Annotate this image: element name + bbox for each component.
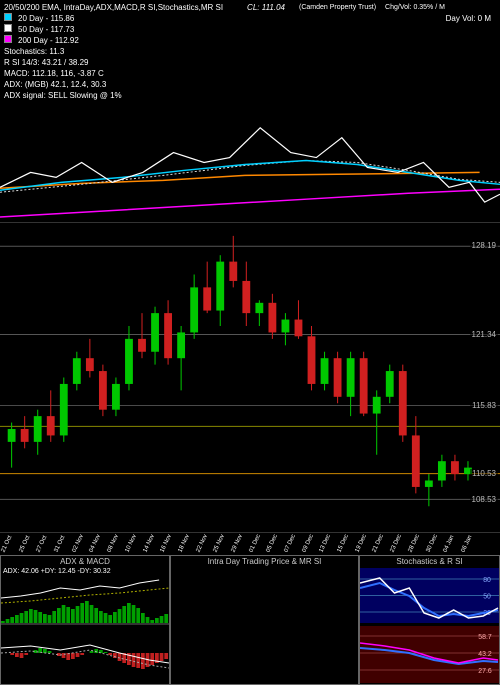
date-tick: 07 Dec [283,535,296,554]
adx-macd-panel[interactable]: ADX & MACD ADX: 42.06 +DY: 12.45 -DY: 30… [0,555,170,685]
date-tick: 18 Nov [177,535,190,554]
date-tick: 30 Dec [425,535,438,554]
ma20-swatch [4,13,12,21]
day-volume: Day Vol: 0 M [446,13,491,24]
date-tick: 25 Oct [18,535,31,554]
stochastics-rsi-panel[interactable]: Stochastics & R SI 80502058.743.227.6 [359,555,500,685]
main-candlestick-panel[interactable]: 128.19 121.34 115.83 110.53 108.53 [0,223,500,533]
adx-values-text: ADX: 42.06 +DY: 12.45 -DY: 30.32 [3,568,111,575]
date-tick: 25 Nov [213,535,226,554]
date-tick: 09 Dec [301,535,314,554]
date-tick: 21 Dec [372,535,385,554]
adx-label: ADX: (MGB) 42.1, 12.4, 30.3 [4,79,496,90]
date-tick: 06 Jan [460,535,473,554]
company-name: (Camden Property Trust) [299,2,376,13]
intraday-title: Intra Day Trading Price & MR SI [171,556,358,567]
date-tick: 29 Nov [230,535,243,554]
date-tick: 05 Dec [266,535,279,554]
stochastics-label: Stochastics: 11.3 [4,46,496,57]
intraday-panel[interactable]: Intra Day Trading Price & MR SI [170,555,359,685]
date-tick: 02 Nov [71,535,84,554]
price-level-label: 110.53 [470,469,498,478]
ma200-swatch [4,35,12,43]
price-level-label: 108.53 [470,495,498,504]
date-tick: 04 Nov [89,535,102,554]
ma50-swatch [4,24,12,32]
stoch-title: Stochastics & R SI [360,556,499,567]
adx-macd-title: ADX & MACD [1,556,169,567]
date-tick: 19 Dec [354,535,367,554]
bottom-panels-row: ADX & MACD ADX: 42.06 +DY: 12.45 -DY: 30… [0,555,500,685]
date-axis: 21 Oct 25 Oct 27 Oct 31 Oct 02 Nov 04 Nov 08 N… [0,533,500,555]
macd-label: MACD: 112.18, 116, -3.87 C [4,68,496,79]
svg-text:43.2: 43.2 [478,651,492,658]
date-tick: 04 Jan [443,535,456,554]
date-tick: 27 Oct [36,535,49,554]
header-indicators-list: 20/50/200 EMA, IntraDay,ADX,MACD,R SI,St… [4,2,223,13]
ma50-label: 50 Day - 117.73 [18,24,74,35]
ma200-label: 200 Day - 112.92 [18,35,79,46]
change-volume: Chg/Vol: 0.35% / M [385,2,445,13]
price-level-label: 128.19 [470,241,498,250]
date-tick: 13 Dec [319,535,332,554]
price-level-label: 115.83 [470,401,498,410]
rsi-label: R SI 14/3: 43.21 / 38.29 [4,57,496,68]
date-tick: 10 Nov [124,535,137,554]
svg-text:80: 80 [483,577,491,584]
date-tick: 22 Nov [195,535,208,554]
price-level-label: 121.34 [470,330,498,339]
date-tick: 16 Nov [160,535,173,554]
svg-text:58.7: 58.7 [478,634,492,641]
svg-text:50: 50 [483,593,491,600]
ma20-label: 20 Day - 115.86 [18,13,74,24]
chart-header: 20/50/200 EMA, IntraDay,ADX,MACD,R SI,St… [0,0,500,103]
top-indicator-panel[interactable] [0,103,500,223]
date-tick: 31 Oct [54,535,67,554]
date-tick: 08 Nov [107,535,120,554]
adx-signal-label: ADX signal: SELL Slowing @ 1% [4,90,496,101]
date-tick: 01 Dec [248,535,261,554]
date-tick: 14 Nov [142,535,155,554]
date-tick: 23 Dec [390,535,403,554]
close-price: CL: 111.04 [247,2,285,13]
date-tick: 15 Dec [337,535,350,554]
svg-text:27.6: 27.6 [478,668,492,675]
date-tick: 28 Dec [407,535,420,554]
date-tick: 21 Oct [0,535,13,554]
